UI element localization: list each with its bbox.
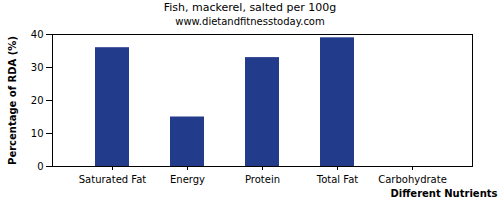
- svg-text:Different Nutrients: Different Nutrients: [391, 188, 498, 199]
- svg-text:Carbohydrate: Carbohydrate: [378, 174, 447, 185]
- svg-text:40: 40: [31, 29, 44, 40]
- svg-text:Percentage of RDA (%): Percentage of RDA (%): [7, 36, 18, 165]
- svg-text:10: 10: [31, 128, 44, 139]
- svg-text:Energy: Energy: [170, 174, 205, 185]
- svg-text:Saturated Fat: Saturated Fat: [79, 174, 147, 185]
- svg-text:0: 0: [37, 161, 43, 172]
- svg-text:20: 20: [31, 95, 44, 106]
- svg-text:Total Fat: Total Fat: [316, 174, 358, 185]
- html-text:Fish, mackerel, salted per 100: Fish, mackerel, salted per 100g: [163, 1, 337, 14]
- svg-text:30: 30: [31, 62, 44, 73]
- svg-text:Protein: Protein: [245, 174, 280, 185]
- html-text:www.dietandfitnesstoday.com: www.dietandfitnesstoday.com: [175, 16, 325, 27]
